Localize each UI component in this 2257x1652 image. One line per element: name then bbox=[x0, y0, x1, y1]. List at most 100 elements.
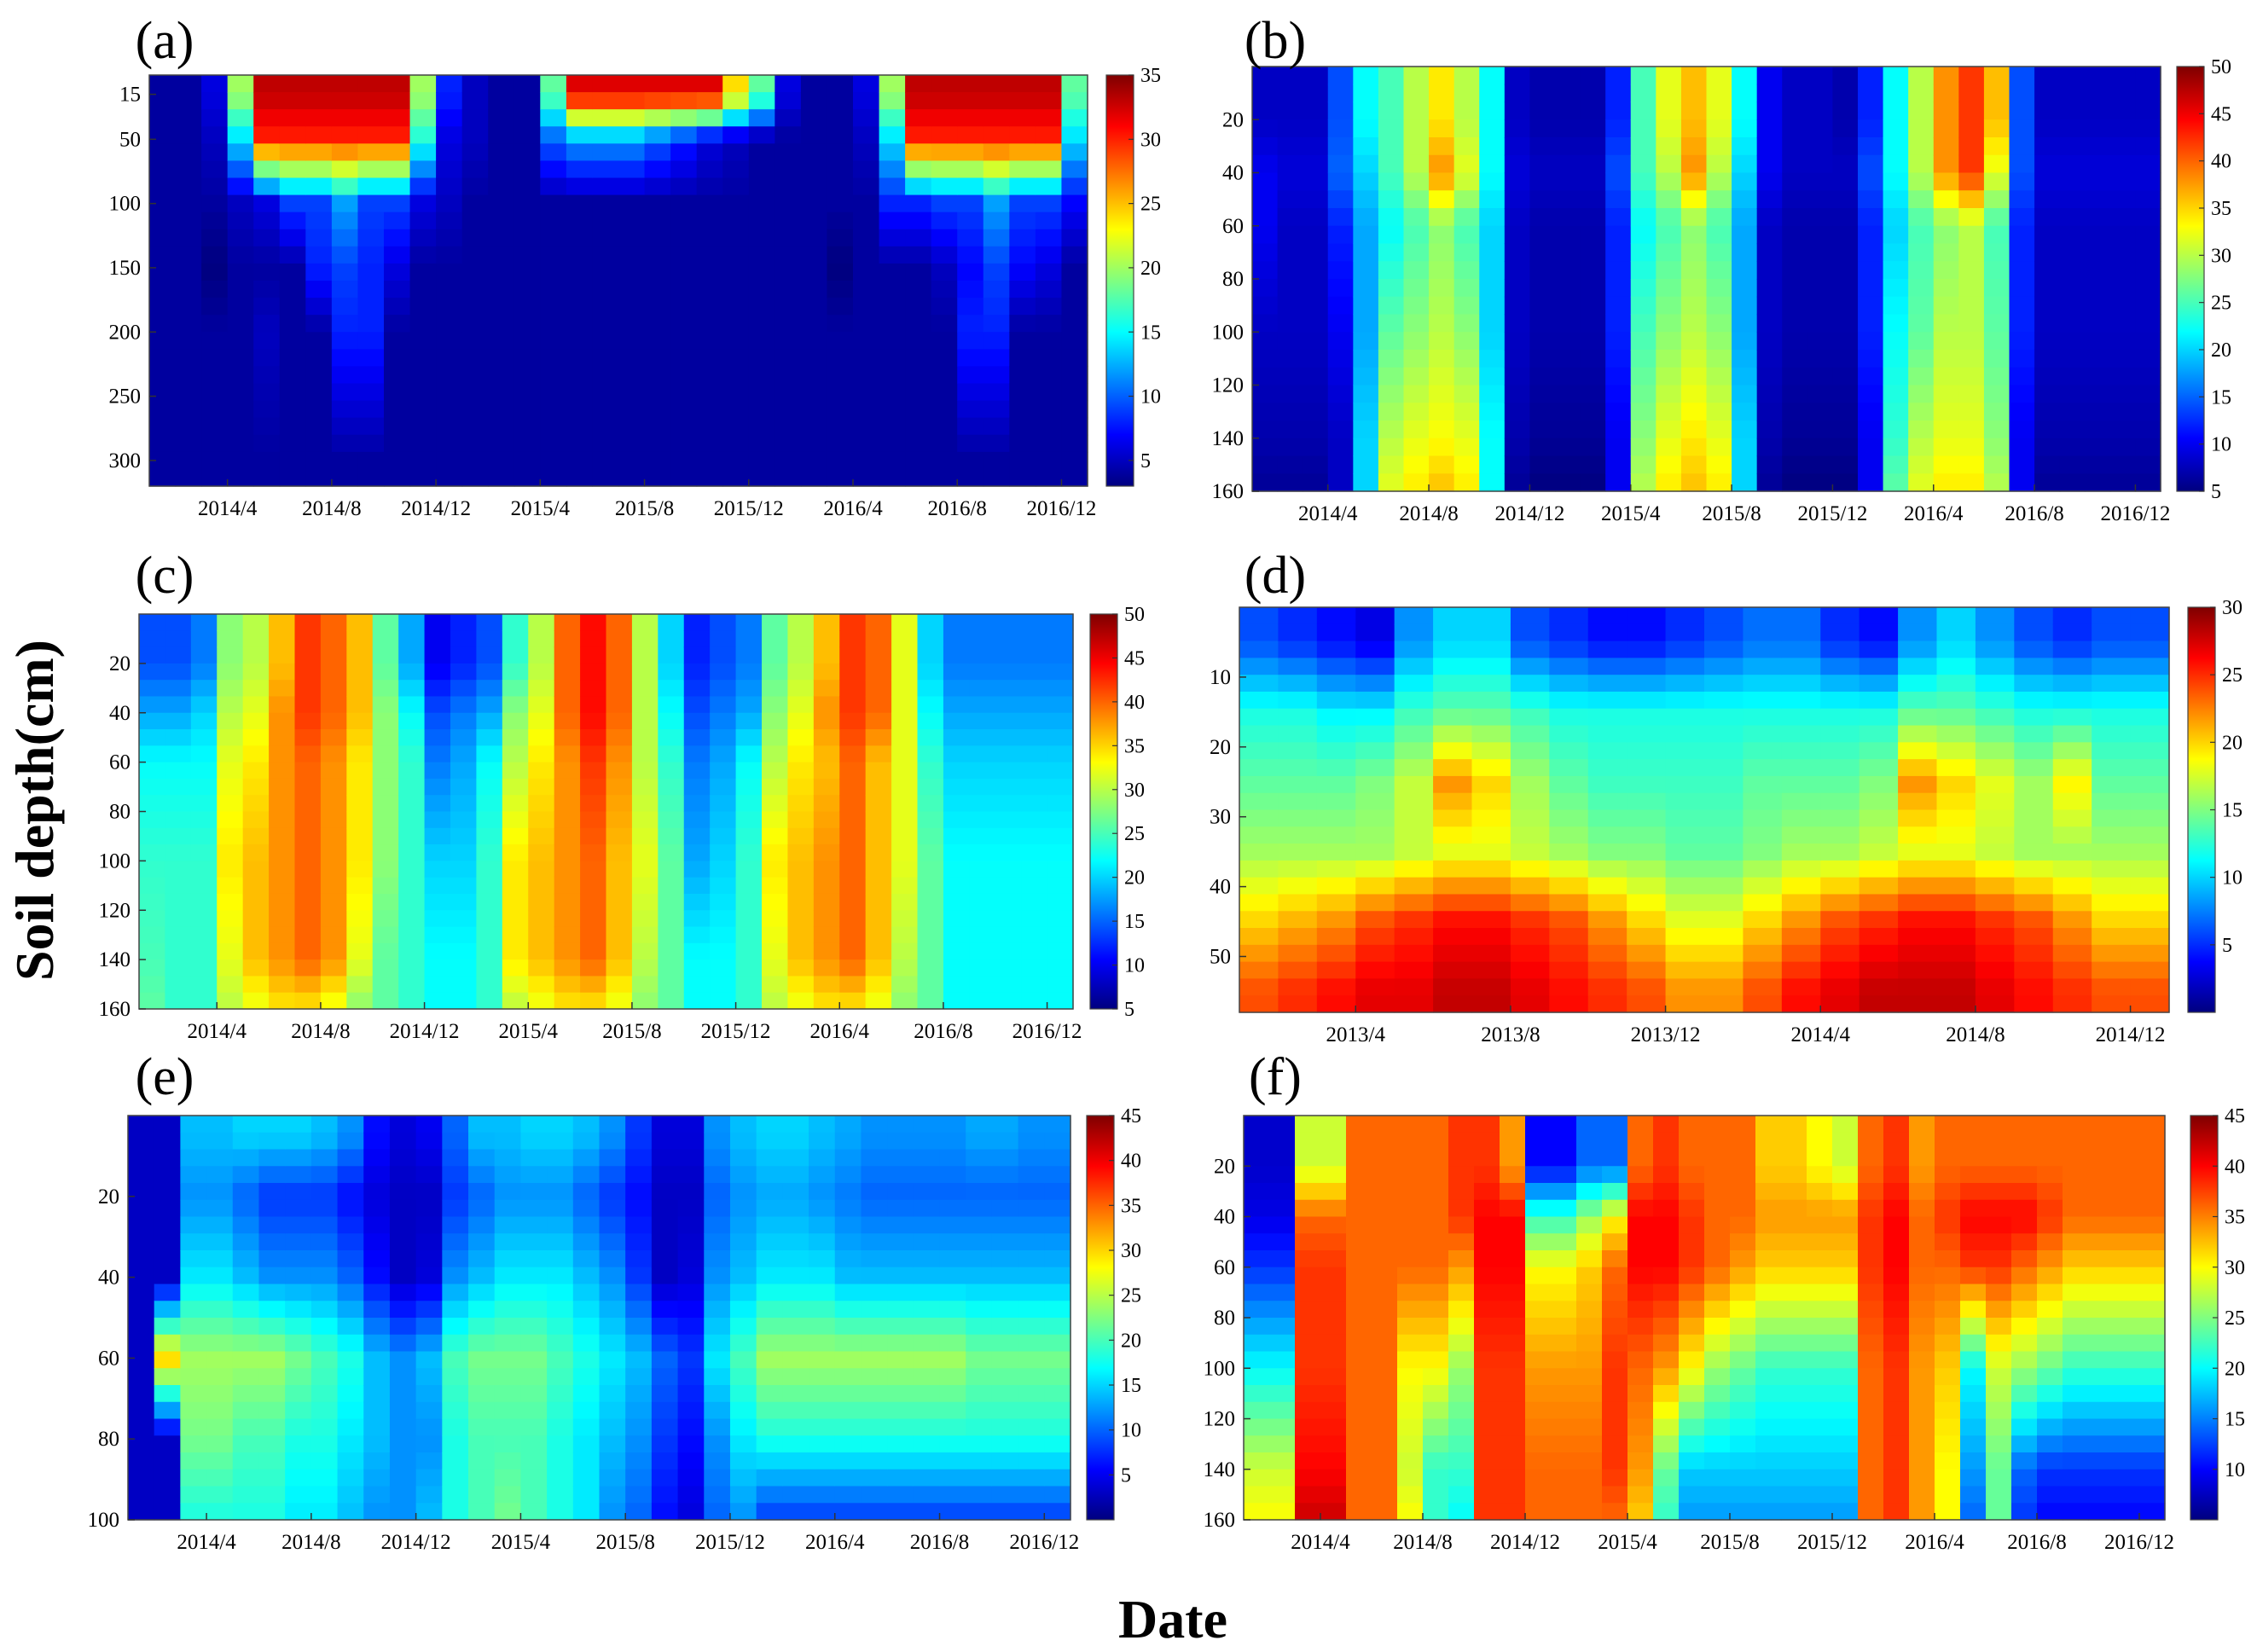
heatmap-cell bbox=[995, 729, 1022, 746]
heatmap-cell bbox=[279, 298, 306, 316]
heatmap-cell bbox=[232, 1267, 260, 1285]
heatmap-cell bbox=[1551, 1116, 1577, 1133]
heatmap-cell bbox=[337, 1116, 364, 1133]
heatmap-cell bbox=[258, 1452, 286, 1470]
heatmap-cell bbox=[861, 1435, 888, 1453]
heatmap-cell bbox=[1277, 190, 1303, 209]
heatmap-cell bbox=[1504, 101, 1531, 120]
heatmap-cell bbox=[566, 92, 594, 110]
heatmap-cell bbox=[1935, 1401, 1961, 1420]
heatmap-cell bbox=[1679, 1368, 1705, 1386]
heatmap-cell bbox=[677, 1452, 705, 1470]
heatmap-cell bbox=[658, 910, 685, 928]
heatmap-cell bbox=[931, 383, 958, 402]
heatmap-cell bbox=[1807, 1250, 1833, 1268]
heatmap-cell bbox=[1471, 877, 1511, 896]
heatmap-cell bbox=[748, 332, 775, 350]
heatmap-cell bbox=[1704, 1503, 1731, 1521]
heatmap-cell bbox=[1975, 658, 2015, 675]
heatmap-cell bbox=[154, 1486, 181, 1504]
heatmap-cell bbox=[1525, 1233, 1552, 1251]
heatmap-cell bbox=[625, 1116, 653, 1133]
heatmap-cell bbox=[128, 1199, 155, 1218]
heatmap-cell bbox=[1372, 1199, 1398, 1218]
heatmap-cell bbox=[154, 1132, 181, 1151]
heatmap-cell bbox=[991, 1267, 1019, 1285]
heatmap-cell bbox=[879, 332, 906, 350]
heatmap-cell bbox=[1730, 1149, 1756, 1167]
heatmap-cell bbox=[756, 1401, 783, 1420]
heatmap-cell bbox=[606, 861, 633, 878]
heatmap-cell bbox=[931, 212, 958, 230]
heatmap-cell bbox=[1471, 860, 1511, 878]
heatmap-cell bbox=[217, 844, 244, 861]
heatmap-cell bbox=[722, 468, 750, 487]
heatmap-cell bbox=[1277, 473, 1303, 492]
heatmap-cell bbox=[206, 1351, 234, 1369]
heatmap-cell bbox=[677, 1199, 705, 1218]
heatmap-cell bbox=[165, 729, 192, 746]
heatmap-cell bbox=[149, 160, 177, 179]
heatmap-cell bbox=[1832, 84, 1859, 103]
heatmap-cell bbox=[1479, 420, 1506, 439]
heatmap-cell bbox=[1355, 978, 1395, 996]
heatmap-cell bbox=[1394, 995, 1434, 1013]
heatmap-cell bbox=[331, 366, 359, 385]
heatmap-cell bbox=[677, 1301, 705, 1319]
heatmap-cell bbox=[513, 212, 541, 230]
heatmap-cell bbox=[436, 143, 463, 162]
heatmap-cell bbox=[1732, 455, 1758, 474]
heatmap-cell bbox=[513, 194, 541, 213]
heatmap-cell bbox=[1756, 403, 1783, 421]
colorbar-tick-label: 10 bbox=[1121, 1420, 1141, 1442]
heatmap-cell bbox=[1665, 623, 1705, 642]
heatmap-cell bbox=[1680, 367, 1708, 386]
heatmap-cell bbox=[943, 680, 970, 698]
heatmap-cell bbox=[1781, 1199, 1807, 1218]
heatmap-cell bbox=[1936, 742, 1976, 760]
heatmap-cell bbox=[1858, 1250, 1884, 1268]
heatmap-cell bbox=[839, 762, 867, 780]
heatmap-cell bbox=[2014, 658, 2054, 675]
heatmap-cell bbox=[1832, 261, 1859, 280]
heatmap-cell bbox=[337, 1216, 364, 1234]
heatmap-cell bbox=[1883, 261, 1909, 280]
heatmap-cell bbox=[1239, 725, 1279, 743]
heatmap-cell bbox=[704, 1199, 731, 1218]
heatmap-cell bbox=[436, 298, 463, 316]
heatmap-cell bbox=[488, 383, 515, 402]
heatmap-cell bbox=[1627, 1199, 1654, 1218]
heatmap-cell bbox=[149, 451, 177, 470]
heatmap-cell bbox=[939, 1318, 966, 1336]
heatmap-cell bbox=[384, 246, 411, 264]
heatmap-cell bbox=[436, 92, 463, 110]
heatmap-cell bbox=[683, 877, 711, 895]
heatmap-cell bbox=[346, 844, 374, 861]
heatmap-cell bbox=[1704, 742, 1744, 760]
heatmap-cell bbox=[2109, 473, 2137, 492]
heatmap-cell bbox=[1327, 225, 1354, 245]
heatmap-cell bbox=[1935, 1116, 1961, 1133]
heatmap-cell bbox=[1983, 403, 2010, 421]
heatmap-cell bbox=[1500, 1385, 1526, 1403]
heatmap-cell bbox=[995, 646, 1022, 664]
heatmap-cell bbox=[346, 745, 374, 763]
heatmap-cell bbox=[1680, 279, 1708, 298]
heatmap-cell bbox=[2130, 944, 2170, 963]
heatmap-cell bbox=[1859, 607, 1899, 625]
heatmap-cell bbox=[983, 417, 1010, 436]
heatmap-cell bbox=[729, 1250, 757, 1268]
heatmap-cell bbox=[1933, 84, 1959, 103]
heatmap-cell bbox=[1933, 243, 1959, 262]
heatmap-cell bbox=[2092, 860, 2132, 878]
heatmap-cell bbox=[631, 942, 659, 960]
heatmap-cell bbox=[528, 614, 555, 631]
heatmap-cell bbox=[756, 1233, 783, 1251]
heatmap-cell bbox=[346, 630, 374, 648]
plot-frame bbox=[127, 1115, 1071, 1521]
heatmap-cell bbox=[913, 1486, 941, 1504]
heatmap-cell bbox=[1555, 261, 1581, 280]
heatmap-cell bbox=[1832, 225, 1859, 245]
heatmap-cell bbox=[1576, 1216, 1603, 1234]
